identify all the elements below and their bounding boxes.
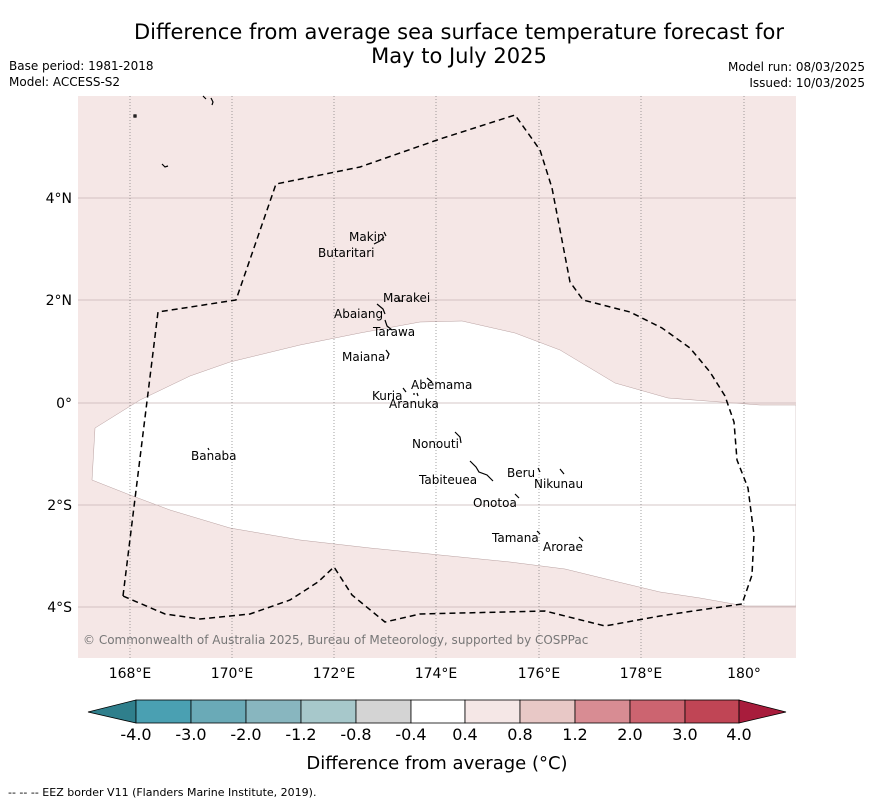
eez-border (122, 114, 755, 627)
model-run: Model run: 08/03/2025 (727, 60, 865, 74)
colorbar-tick-label: 0.8 (507, 725, 532, 744)
place-label: Banaba (191, 449, 237, 463)
colorbar-segment (87, 699, 137, 724)
colorbar-tick-label: 3.0 (672, 725, 697, 744)
colorbar-segment (135, 699, 192, 724)
colorbar-tick-label: -1.2 (285, 725, 316, 744)
place-label: Marakei (383, 291, 430, 305)
latitude-ticks: 4°N 2°N 0° 2°S 4°S (46, 191, 73, 616)
eez-footnote: -- -- -- EEZ border V11 (Flanders Marine… (8, 786, 317, 799)
place-label: Arorae (543, 540, 583, 554)
lon-tick-label: 176°E (518, 666, 561, 682)
place-label: Kuria (372, 389, 403, 403)
place-labels: Makin Butaritari Marakei Abaiang Tarawa … (191, 230, 583, 554)
issued-date: Issued: 10/03/2025 (749, 76, 865, 90)
meta-left: Base period: 1981-2018 Model: ACCESS-S2 (9, 58, 154, 90)
map-title: Difference from average sea surface temp… (100, 20, 818, 68)
place-label: Nikunau (534, 477, 583, 491)
colorbar-tick-label: 2.0 (617, 725, 642, 744)
lon-tick-label: 174°E (415, 666, 458, 682)
island-outlines (133, 95, 584, 542)
colorbar-tick-label: -3.0 (175, 725, 206, 744)
place-label: Abemama (411, 378, 472, 392)
title-line-1: Difference from average sea surface temp… (134, 20, 784, 44)
place-label: Nonouti (412, 437, 459, 451)
colorbar-labels: -4.0 -3.0 -2.0 -1.2 -0.8 -0.4 0.4 0.8 1.… (120, 725, 751, 744)
copyright-text: © Commonwealth of Australia 2025, Bureau… (83, 633, 588, 647)
place-label: Maiana (342, 350, 385, 364)
lon-tick-label: 172°E (313, 666, 356, 682)
place-label: Abaiang (334, 307, 383, 321)
longitude-ticks: 168°E 170°E 172°E 174°E 176°E 178°E 180° (109, 666, 761, 682)
colorbar-segment (684, 699, 740, 724)
place-label: Butaritari (318, 246, 375, 260)
colorbar-segment (464, 699, 521, 724)
colorbar (87, 699, 787, 724)
model-name: Model: ACCESS-S2 (9, 75, 121, 89)
lat-tick-label: 2°N (46, 293, 72, 309)
colorbar-tick-label: -4.0 (120, 725, 151, 744)
colorbar-segment (519, 699, 576, 724)
colorbar-tick-label: -0.8 (340, 725, 371, 744)
colorbar-tick-label: -2.0 (230, 725, 261, 744)
colorbar-segment (355, 699, 412, 724)
colorbar-segment (738, 699, 787, 724)
anomaly-region-neutral (91, 320, 796, 607)
colorbar-tick-label: -0.4 (395, 725, 426, 744)
lat-tick-label: 0° (56, 396, 72, 412)
colorbar-segment (629, 699, 686, 724)
colorbar-tick-label: 1.2 (562, 725, 587, 744)
meta-right: Model run: 08/03/2025 Issued: 10/03/2025 (728, 59, 865, 91)
lat-tick-label: 2°S (47, 498, 72, 514)
graticule (78, 96, 796, 658)
title-line-2: May to July 2025 (371, 44, 547, 68)
colorbar-segment (410, 699, 466, 724)
place-label: Tarawa (372, 325, 415, 339)
place-label: Tabiteuea (418, 473, 477, 487)
place-label: Onotoa (473, 496, 517, 510)
place-label: Makin (349, 230, 385, 244)
lon-tick-label: 180° (727, 666, 761, 682)
lat-tick-label: 4°N (46, 191, 72, 207)
colorbar-tick-label: 0.4 (452, 725, 477, 744)
lat-tick-label: 4°S (47, 600, 72, 616)
colorbar-segment (245, 699, 302, 724)
base-period: Base period: 1981-2018 (9, 59, 154, 73)
place-label: Aranuka (389, 397, 439, 411)
colorbar-tick-label: 4.0 (726, 725, 751, 744)
lon-tick-label: 168°E (109, 666, 152, 682)
lon-tick-label: 170°E (211, 666, 254, 682)
colorbar-segment (574, 699, 631, 724)
colorbar-title: Difference from average (°C) (306, 753, 567, 774)
lon-tick-label: 178°E (620, 666, 663, 682)
colorbar-segment (190, 699, 247, 724)
place-label: Tamana (491, 531, 539, 545)
colorbar-segment (300, 699, 357, 724)
place-label: Beru (507, 466, 535, 480)
